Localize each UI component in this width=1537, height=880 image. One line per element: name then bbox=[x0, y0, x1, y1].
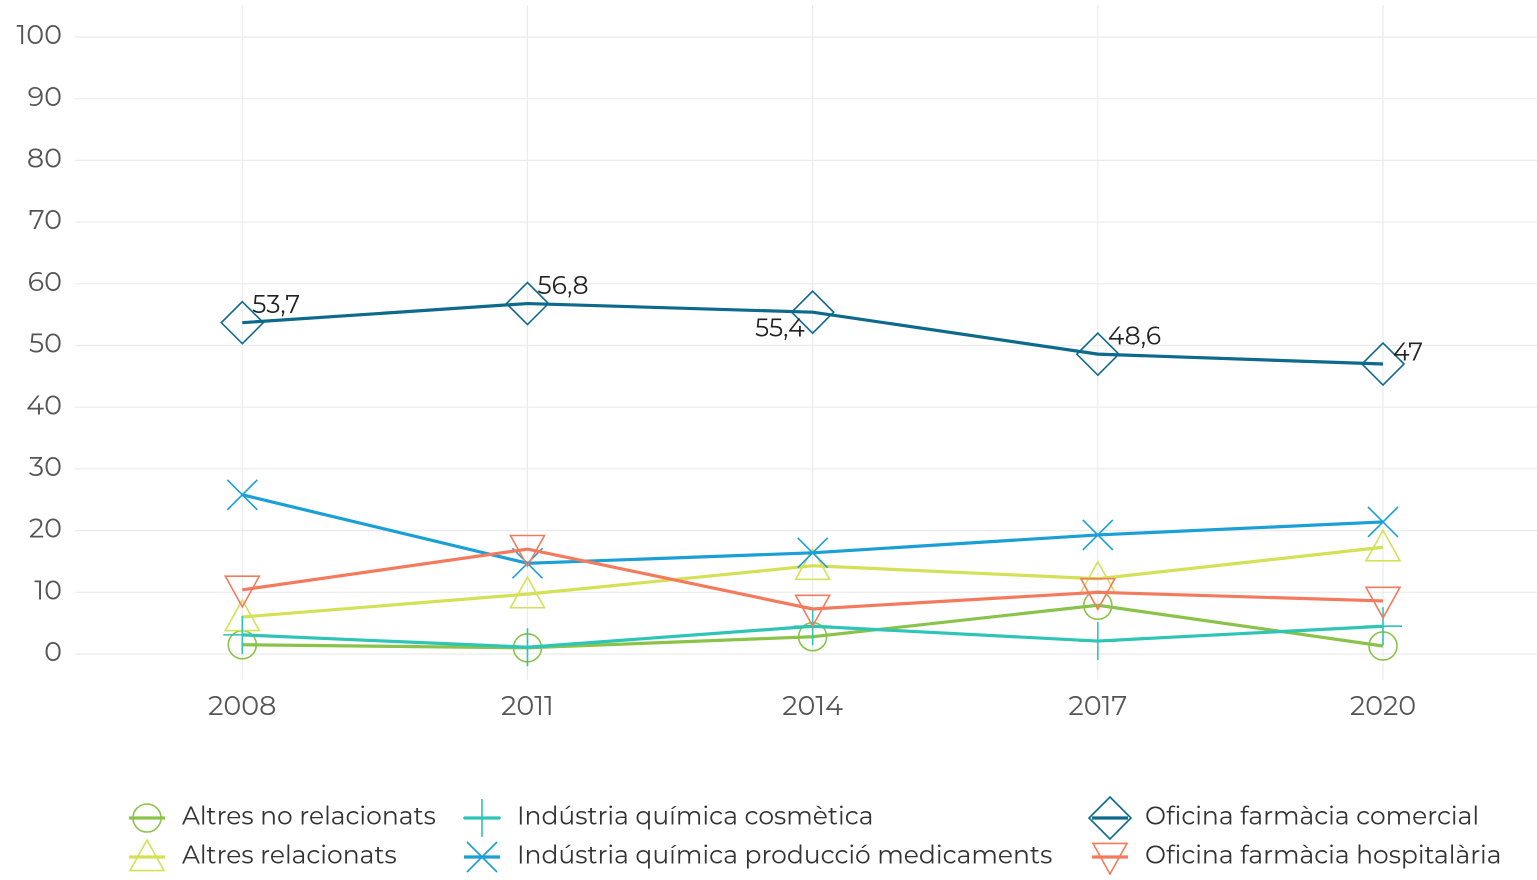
legend-item: Indústria química producció medicaments bbox=[464, 841, 1052, 873]
legend-item: Indústria química cosmètica bbox=[463, 799, 874, 837]
data-point bbox=[1364, 528, 1402, 562]
y-tick-label: 10 bbox=[34, 573, 62, 606]
data-point bbox=[794, 594, 832, 628]
x-tick-label: 2011 bbox=[501, 689, 554, 722]
data-point bbox=[1075, 332, 1120, 377]
y-tick-label: 0 bbox=[44, 635, 62, 668]
data-point bbox=[220, 300, 265, 345]
x-tick-label: 2014 bbox=[782, 689, 843, 722]
data-point bbox=[1364, 607, 1403, 646]
data-label: 47 bbox=[1393, 338, 1423, 368]
data-point bbox=[1082, 519, 1114, 551]
legend-key-marker bbox=[1091, 842, 1129, 876]
legend-key-marker bbox=[1087, 795, 1133, 841]
data-point bbox=[797, 537, 829, 569]
data-point bbox=[1360, 341, 1406, 387]
legend-key-marker bbox=[463, 799, 501, 837]
data-point bbox=[226, 479, 258, 511]
legend-label: Indústria química producció medicaments bbox=[517, 841, 1052, 871]
data-point bbox=[223, 575, 261, 609]
legend-key-marker bbox=[132, 803, 162, 833]
series-line bbox=[242, 301, 1384, 366]
data-label: 53,7 bbox=[252, 290, 300, 320]
y-tick-label: 100 bbox=[17, 18, 63, 51]
y-tick-label: 40 bbox=[26, 388, 62, 421]
data-label: 48,6 bbox=[1108, 322, 1161, 352]
legend-item: Altres relacionats bbox=[128, 838, 397, 872]
data-point bbox=[508, 628, 547, 667]
x-tick-label: 2008 bbox=[208, 689, 276, 722]
data-point bbox=[511, 547, 544, 579]
data-point bbox=[509, 534, 546, 568]
data-point bbox=[790, 290, 835, 335]
legend-label: Oficina farmàcia comercial bbox=[1145, 802, 1479, 832]
y-tick-label: 20 bbox=[29, 512, 62, 545]
x-tick-label: 2017 bbox=[1068, 689, 1127, 722]
legend-label: Altres no relacionats bbox=[182, 802, 436, 832]
y-tick-label: 80 bbox=[27, 141, 62, 174]
y-tick-label: 60 bbox=[28, 265, 62, 298]
legend-label: Oficina farmàcia hospitalària bbox=[1145, 841, 1502, 871]
y-tick-label: 90 bbox=[28, 80, 62, 113]
series-line bbox=[242, 547, 1384, 611]
y-tick-label: 50 bbox=[29, 327, 62, 360]
legend-key-marker bbox=[466, 841, 498, 873]
data-point bbox=[509, 575, 546, 609]
y-tick-label: 70 bbox=[29, 203, 62, 236]
data-label: 55,4 bbox=[755, 314, 805, 344]
data-point bbox=[1078, 622, 1117, 661]
legend-item: Oficina farmàcia hospitalària bbox=[1091, 841, 1502, 876]
data-point bbox=[505, 281, 550, 326]
data-point bbox=[1079, 577, 1117, 611]
x-tick-label: 2020 bbox=[1350, 689, 1416, 722]
legend-item: Altres no relacionats bbox=[129, 802, 436, 833]
y-tick-label: 30 bbox=[29, 450, 62, 483]
legend-label: Indústria química cosmètica bbox=[517, 802, 874, 832]
data-point bbox=[223, 615, 262, 654]
legend-key-marker bbox=[128, 838, 166, 872]
series-line bbox=[242, 545, 1384, 619]
data-label: 56,8 bbox=[537, 271, 588, 301]
data-point bbox=[1367, 506, 1399, 538]
data-point bbox=[794, 547, 832, 581]
legend-label: Altres relacionats bbox=[182, 841, 397, 871]
legend-item: Oficina farmàcia comercial bbox=[1087, 795, 1479, 841]
data-point bbox=[1364, 586, 1402, 620]
